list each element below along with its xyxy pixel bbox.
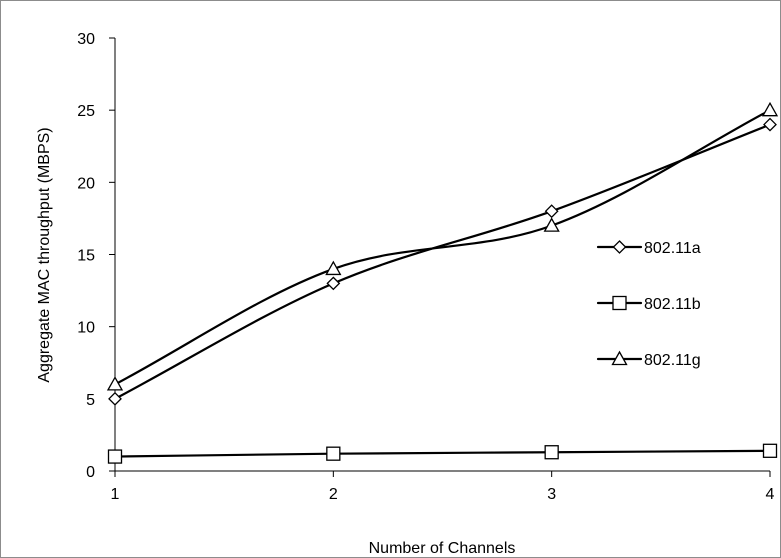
axes: 0 5 10 15 20 25 30 1 2 3 4 <box>77 31 774 503</box>
legend-label: 802.11b <box>644 296 701 313</box>
data-point-802.11g <box>543 217 560 232</box>
data-point-802.11a <box>544 204 559 219</box>
data-point-802.11b <box>544 445 559 460</box>
legend: 802.11a 802.11b 802.11g <box>596 240 701 369</box>
data-point-802.11a <box>763 117 777 132</box>
y-tick-label: 30 <box>77 31 95 48</box>
data-point-802.11g <box>325 260 342 276</box>
data-point-802.11b <box>107 449 123 464</box>
series-group <box>106 101 779 464</box>
x-tick-label: 3 <box>547 486 556 503</box>
y-tick-label: 5 <box>86 392 95 409</box>
y-axis-title: Aggregate MAC throughput (MBPS) <box>36 127 53 382</box>
y-tick-label: 0 <box>86 464 95 481</box>
data-point-802.11g <box>106 376 124 391</box>
legend-label: 802.11a <box>644 240 701 257</box>
y-tick-label: 20 <box>77 175 95 192</box>
legend-marker <box>611 350 628 366</box>
x-tick-label: 4 <box>766 486 775 503</box>
series-line-802.11a <box>113 123 772 400</box>
series-line-802.11g <box>113 109 772 386</box>
data-point-802.11g <box>761 101 779 117</box>
legend-marker <box>612 240 627 254</box>
x-tick-label: 2 <box>329 486 338 503</box>
y-tick-label: 10 <box>77 320 95 337</box>
x-tick-label: 1 <box>111 486 120 503</box>
legend-label: 802.11g <box>644 352 701 369</box>
data-point-802.11b <box>326 446 341 461</box>
data-point-802.11b <box>762 443 778 458</box>
data-point-802.11a <box>326 276 341 291</box>
y-tick-label: 25 <box>77 103 95 120</box>
data-point-802.11a <box>108 391 122 406</box>
series-line-802.11b <box>113 449 772 458</box>
y-tick-label: 15 <box>77 248 95 265</box>
x-axis-title: Number of Channels <box>369 540 516 557</box>
legend-marker <box>612 295 627 311</box>
